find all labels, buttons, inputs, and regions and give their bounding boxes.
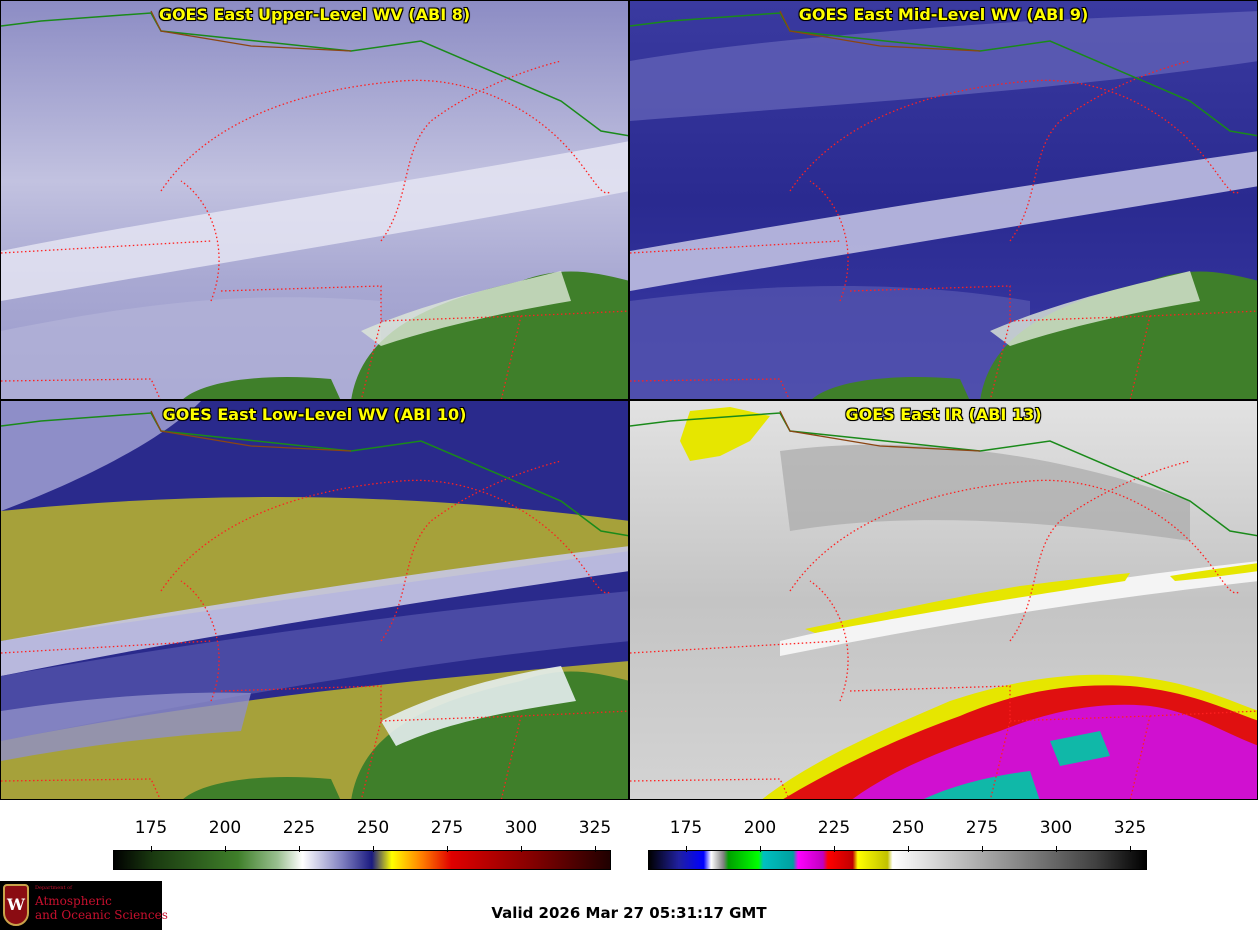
panel-title: GOES East IR (ABI 13)	[845, 405, 1042, 424]
tick-mark	[834, 846, 835, 852]
tick-mark	[299, 846, 300, 852]
tick-label: 300	[1039, 818, 1073, 838]
low-level-wv-image	[1, 401, 628, 799]
valid-time: Valid 2026 Mar 27 05:31:17 GMT	[491, 904, 767, 922]
wv-colorbar	[113, 850, 611, 870]
tick-label: 275	[965, 818, 999, 838]
tick-label: 250	[356, 818, 390, 838]
panel-mid-level-wv: GOES East Mid-Level WV (ABI 9)	[629, 0, 1258, 400]
uw-crest-icon: W	[3, 884, 29, 926]
tick-mark	[1130, 846, 1131, 852]
aos-logo: W Department of Atmospheric and Oceanic …	[0, 881, 168, 930]
tick-label: 275	[430, 818, 464, 838]
tick-mark	[521, 846, 522, 852]
tick-label: 225	[282, 818, 316, 838]
tick-mark	[225, 846, 226, 852]
tick-mark	[686, 846, 687, 852]
tick-mark	[595, 846, 596, 852]
panel-title: GOES East Upper-Level WV (ABI 8)	[158, 5, 471, 24]
panel-low-level-wv: GOES East Low-Level WV (ABI 10)	[0, 400, 629, 800]
panel-ir: GOES East IR (ABI 13)	[629, 400, 1258, 800]
ir-image	[630, 401, 1257, 799]
tick-label: 200	[208, 818, 242, 838]
ir-colorbar	[648, 850, 1147, 870]
tick-label: 325	[1113, 818, 1147, 838]
tick-label: 200	[743, 818, 777, 838]
panel-title: GOES East Mid-Level WV (ABI 9)	[798, 5, 1089, 24]
tick-mark	[760, 846, 761, 852]
tick-mark	[982, 846, 983, 852]
tick-mark	[908, 846, 909, 852]
upper-level-wv-image	[1, 1, 628, 399]
tick-mark	[151, 846, 152, 852]
tick-label: 250	[891, 818, 925, 838]
tick-label: 225	[817, 818, 851, 838]
logo-dept: Department of	[35, 885, 72, 891]
tick-mark	[373, 846, 374, 852]
tick-mark	[1056, 846, 1057, 852]
crest-initial: W	[7, 895, 25, 914]
panel-title: GOES East Low-Level WV (ABI 10)	[162, 405, 467, 424]
logo-line2: and Oceanic Sciences	[35, 908, 168, 922]
panel-upper-level-wv: GOES East Upper-Level WV (ABI 8)	[0, 0, 629, 400]
tick-label: 300	[504, 818, 538, 838]
tick-label: 175	[134, 818, 168, 838]
mid-level-wv-image	[630, 1, 1257, 399]
tick-label: 325	[578, 818, 612, 838]
tick-mark	[447, 846, 448, 852]
tick-label: 175	[669, 818, 703, 838]
logo-line1: Atmospheric	[35, 894, 112, 908]
